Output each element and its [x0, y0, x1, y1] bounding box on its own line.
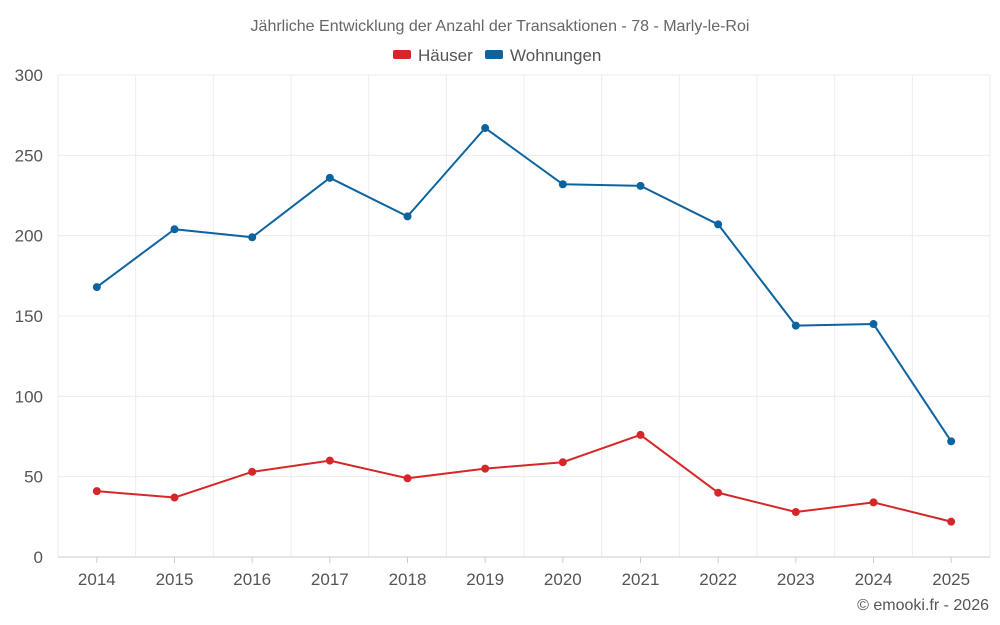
data-point-haeuser[interactable] [714, 488, 723, 497]
legend-label: Häuser [418, 46, 473, 65]
data-point-haeuser[interactable] [170, 493, 179, 502]
y-tick-label: 150 [15, 307, 43, 326]
legend-item-haeuser[interactable]: Häuser [393, 46, 473, 65]
x-tick-label: 2018 [389, 570, 427, 589]
y-tick-label: 50 [24, 468, 43, 487]
data-point-haeuser[interactable] [325, 456, 334, 465]
data-point-wohnungen[interactable] [791, 321, 800, 330]
legend-label: Wohnungen [510, 46, 601, 65]
data-point-haeuser[interactable] [791, 508, 800, 517]
x-tick-label: 2017 [311, 570, 349, 589]
data-point-wohnungen[interactable] [92, 283, 101, 292]
y-tick-label: 100 [15, 387, 43, 406]
data-point-haeuser[interactable] [558, 458, 567, 467]
x-tick-label: 2024 [855, 570, 893, 589]
grid [57, 74, 991, 557]
data-point-wohnungen[interactable] [248, 233, 257, 242]
x-tick-label: 2025 [932, 570, 970, 589]
x-tick-label: 2019 [466, 570, 504, 589]
y-tick-label: 0 [34, 548, 43, 567]
data-point-haeuser[interactable] [947, 517, 956, 526]
data-point-wohnungen[interactable] [558, 180, 567, 189]
data-point-haeuser[interactable] [481, 464, 490, 473]
data-point-wohnungen[interactable] [170, 225, 179, 234]
data-point-wohnungen[interactable] [481, 124, 490, 133]
y-axis: 0 50 100 150 200 250 300 [15, 66, 43, 567]
data-point-wohnungen[interactable] [947, 437, 956, 446]
y-tick-label: 300 [15, 66, 43, 85]
x-tick-label: 2023 [777, 570, 815, 589]
legend-swatch [393, 50, 411, 59]
chart-title: Jährliche Entwicklung der Anzahl der Tra… [251, 18, 750, 35]
data-point-wohnungen[interactable] [636, 181, 645, 190]
data-point-haeuser[interactable] [248, 467, 257, 476]
x-tick-label: 2021 [622, 570, 660, 589]
data-point-wohnungen[interactable] [714, 220, 723, 229]
data-point-haeuser[interactable] [869, 498, 878, 507]
data-point-haeuser[interactable] [92, 487, 101, 496]
series-group [92, 124, 956, 526]
y-tick-label: 200 [15, 227, 43, 246]
data-point-haeuser[interactable] [636, 430, 645, 439]
credit-text: © emooki.fr - 2026 [857, 597, 989, 614]
legend: Häuser Wohnungen [393, 46, 601, 65]
x-tick-label: 2016 [233, 570, 271, 589]
data-point-haeuser[interactable] [403, 474, 412, 483]
legend-swatch [485, 50, 503, 59]
x-tick-label: 2020 [544, 570, 582, 589]
x-tick-label: 2022 [699, 570, 737, 589]
legend-item-wohnungen[interactable]: Wohnungen [485, 46, 601, 65]
data-point-wohnungen[interactable] [869, 320, 878, 329]
x-axis: 2014 2015 2016 2017 2018 2019 2020 2021 2022 2023… [58, 556, 990, 589]
data-point-wohnungen[interactable] [403, 212, 412, 221]
series-line-wohnungen [96, 127, 953, 442]
series-line-haeuser [96, 433, 952, 523]
y-tick-label: 250 [15, 146, 43, 165]
data-point-wohnungen[interactable] [325, 173, 334, 182]
x-tick-label: 2015 [156, 570, 194, 589]
x-tick-label: 2014 [78, 570, 116, 589]
